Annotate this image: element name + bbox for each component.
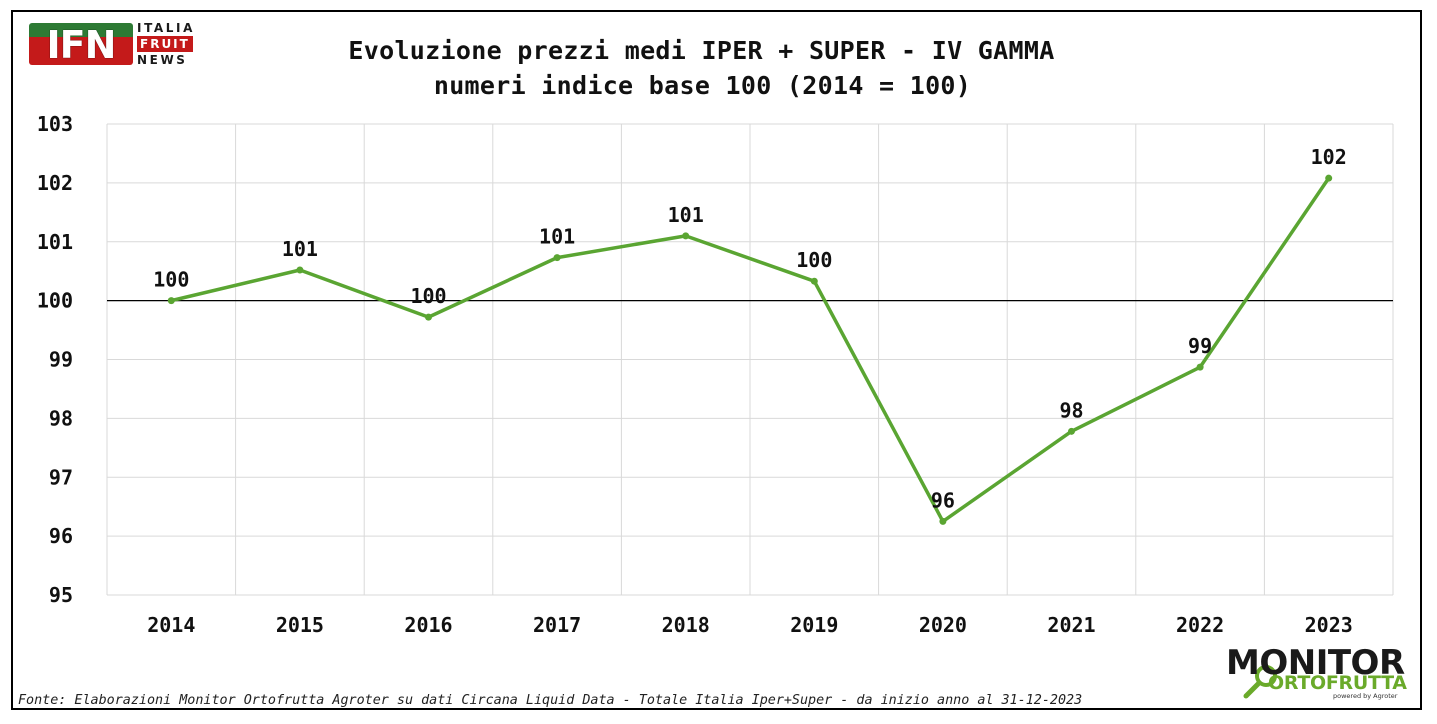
data-point — [167, 297, 175, 305]
monitor-logo-tagline: powered by Agroter — [1333, 692, 1398, 700]
data-label: 100 — [153, 268, 189, 292]
y-tick-label: 97 — [49, 465, 73, 489]
data-point — [425, 313, 432, 321]
y-tick-label: 102 — [37, 171, 73, 195]
x-tick-label: 2014 — [147, 613, 195, 637]
ifn-logo-words: ITALIA FRUIT NEWS — [137, 20, 209, 68]
ifn-logo-fruit: FRUIT — [137, 36, 193, 52]
x-tick-label: 2017 — [533, 613, 581, 637]
y-tick-label: 103 — [37, 112, 73, 136]
x-tick-label: 2023 — [1305, 613, 1353, 637]
data-point — [553, 254, 561, 262]
data-point — [682, 232, 690, 240]
data-point — [810, 277, 818, 285]
data-point — [1196, 363, 1204, 371]
series-line — [169, 176, 1331, 524]
x-tick-label: 2020 — [919, 613, 967, 637]
data-label: 101 — [668, 203, 704, 227]
data-label: 102 — [1311, 145, 1347, 169]
italia-fruit-news-logo: IFN ITALIA FRUIT NEWS — [29, 21, 204, 69]
y-tick-label: 98 — [49, 406, 73, 430]
data-point — [1068, 427, 1075, 435]
data-label: 98 — [1059, 398, 1083, 422]
x-tick-label: 2021 — [1047, 613, 1095, 637]
ifn-logo-mark: IFN — [46, 23, 117, 67]
chart-title: Evoluzione prezzi medi IPER + SUPER - IV… — [348, 36, 1055, 65]
y-tick-label: 101 — [37, 230, 73, 254]
axis-layer: 95 96 97 98 99 100 101 102 103 2014 2015 2016 2017 20… — [37, 112, 1393, 637]
label-layer: 100 101 100 101 101 100 96 98 99 102 — [153, 145, 1347, 512]
monitor-ortofrutta-logo: MONITOR ORTOFRUTTA powered by Agroter — [1226, 643, 1412, 701]
x-tick-label: 2016 — [404, 613, 452, 637]
data-label: 96 — [931, 488, 955, 512]
data-point — [1325, 174, 1333, 182]
data-label: 99 — [1188, 334, 1212, 358]
x-tick-label: 2022 — [1176, 613, 1224, 637]
x-tick-label: 2018 — [662, 613, 710, 637]
series-layer — [167, 174, 1333, 525]
data-label: 100 — [796, 248, 832, 272]
y-tick-label: 99 — [49, 348, 73, 372]
monitor-logo-word: MONITOR — [1226, 643, 1405, 683]
data-label: 100 — [410, 284, 446, 308]
x-tick-label: 2015 — [276, 613, 324, 637]
y-tick-label: 100 — [37, 289, 73, 313]
data-point — [939, 517, 947, 525]
ifn-logo-italia: ITALIA — [137, 21, 196, 35]
x-tick-label: 2019 — [790, 613, 838, 637]
y-tick-label: 95 — [49, 583, 73, 607]
ortofrutta-logo-word: ORTOFRUTTA — [1268, 672, 1407, 694]
data-label: 101 — [282, 237, 318, 261]
ifn-logo-news: NEWS — [137, 53, 188, 67]
source-note: Fonte: Elaborazioni Monitor Ortofrutta A… — [18, 693, 1083, 708]
data-label: 101 — [539, 225, 575, 249]
data-point — [296, 266, 304, 274]
grid-layer — [106, 123, 1394, 596]
magnifier-icon — [1243, 665, 1277, 699]
chart-subtitle: numeri indice base 100 (2014 = 100) — [433, 71, 972, 100]
y-tick-label: 96 — [49, 524, 73, 548]
ifn-logo-badge — [29, 23, 133, 65]
